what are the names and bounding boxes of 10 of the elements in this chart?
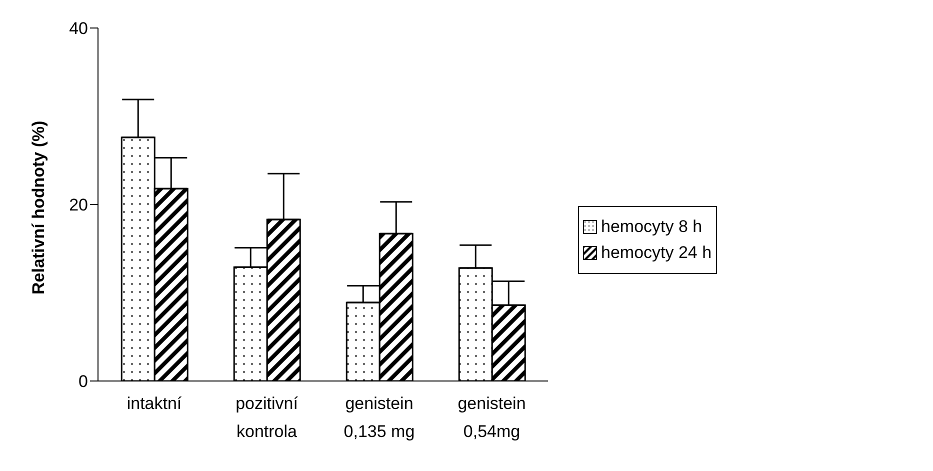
text: hemocyty 8 h <box>601 216 702 236</box>
y-tick-label: 40 <box>69 19 88 38</box>
x-tick-label: intaktní <box>126 394 182 413</box>
x-tick-label: pozitivní kontrola <box>236 394 298 441</box>
y-axis-title: Relativní hodnoty (%) <box>29 120 48 294</box>
text: hemocyty 24 h <box>601 242 712 262</box>
y-tick-label: 0 <box>78 372 88 392</box>
y-tick-label: 20 <box>69 196 88 215</box>
x-tick-label: genistein 0,54mg <box>458 394 526 441</box>
x-tick-label: genistein 0,135 mg <box>344 394 415 441</box>
